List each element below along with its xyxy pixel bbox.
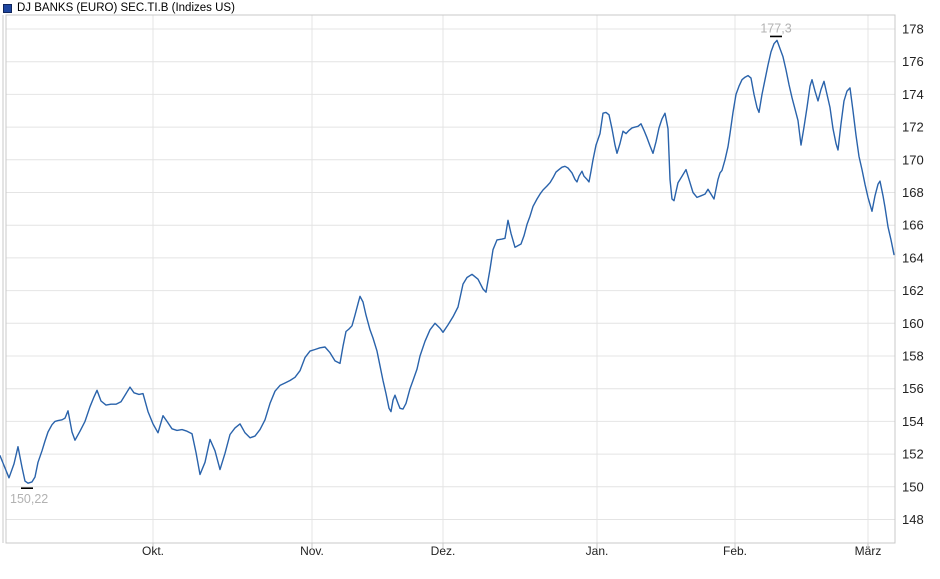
y-axis-tick-label: 156 xyxy=(902,381,924,396)
x-axis-tick-label: Okt. xyxy=(142,544,164,558)
y-axis-tick-label: 172 xyxy=(902,120,924,135)
y-axis-tick-label: 162 xyxy=(902,283,924,298)
chart-legend: DJ BANKS (EURO) SEC.TI.B (Indizes US) xyxy=(3,2,235,14)
high-annotation-label: 177,3 xyxy=(760,21,791,35)
y-axis-tick-label: 164 xyxy=(902,250,924,265)
y-axis-tick-label: 154 xyxy=(902,414,924,429)
price-line xyxy=(0,39,895,484)
y-axis-tick-label: 150 xyxy=(902,479,924,494)
x-axis-tick-label: Dez. xyxy=(431,544,456,558)
y-axis-tick-label: 160 xyxy=(902,316,924,331)
x-axis-tick-label: Jan. xyxy=(586,544,609,558)
chart-title: DJ BANKS (EURO) SEC.TI.B (Indizes US) xyxy=(17,2,235,14)
y-axis-tick-label: 166 xyxy=(902,218,924,233)
y-axis-tick-label: 152 xyxy=(902,447,924,462)
series-color-swatch-icon xyxy=(3,3,12,13)
y-axis-tick-label: 176 xyxy=(902,54,924,69)
x-axis-tick-label: Nov. xyxy=(300,544,324,558)
x-axis-tick-label: Feb. xyxy=(723,544,747,558)
y-axis-tick-label: 174 xyxy=(902,87,924,102)
low-annotation-label: 150,22 xyxy=(10,492,48,506)
plot-border xyxy=(5,14,896,544)
y-axis-tick-label: 158 xyxy=(902,349,924,364)
y-axis-tick-label: 168 xyxy=(902,185,924,200)
y-axis-tick-label: 148 xyxy=(902,512,924,527)
y-axis-tick-label: 170 xyxy=(902,152,924,167)
x-axis-tick-label: März xyxy=(855,544,882,558)
y-axis-tick-label: 178 xyxy=(902,22,924,37)
